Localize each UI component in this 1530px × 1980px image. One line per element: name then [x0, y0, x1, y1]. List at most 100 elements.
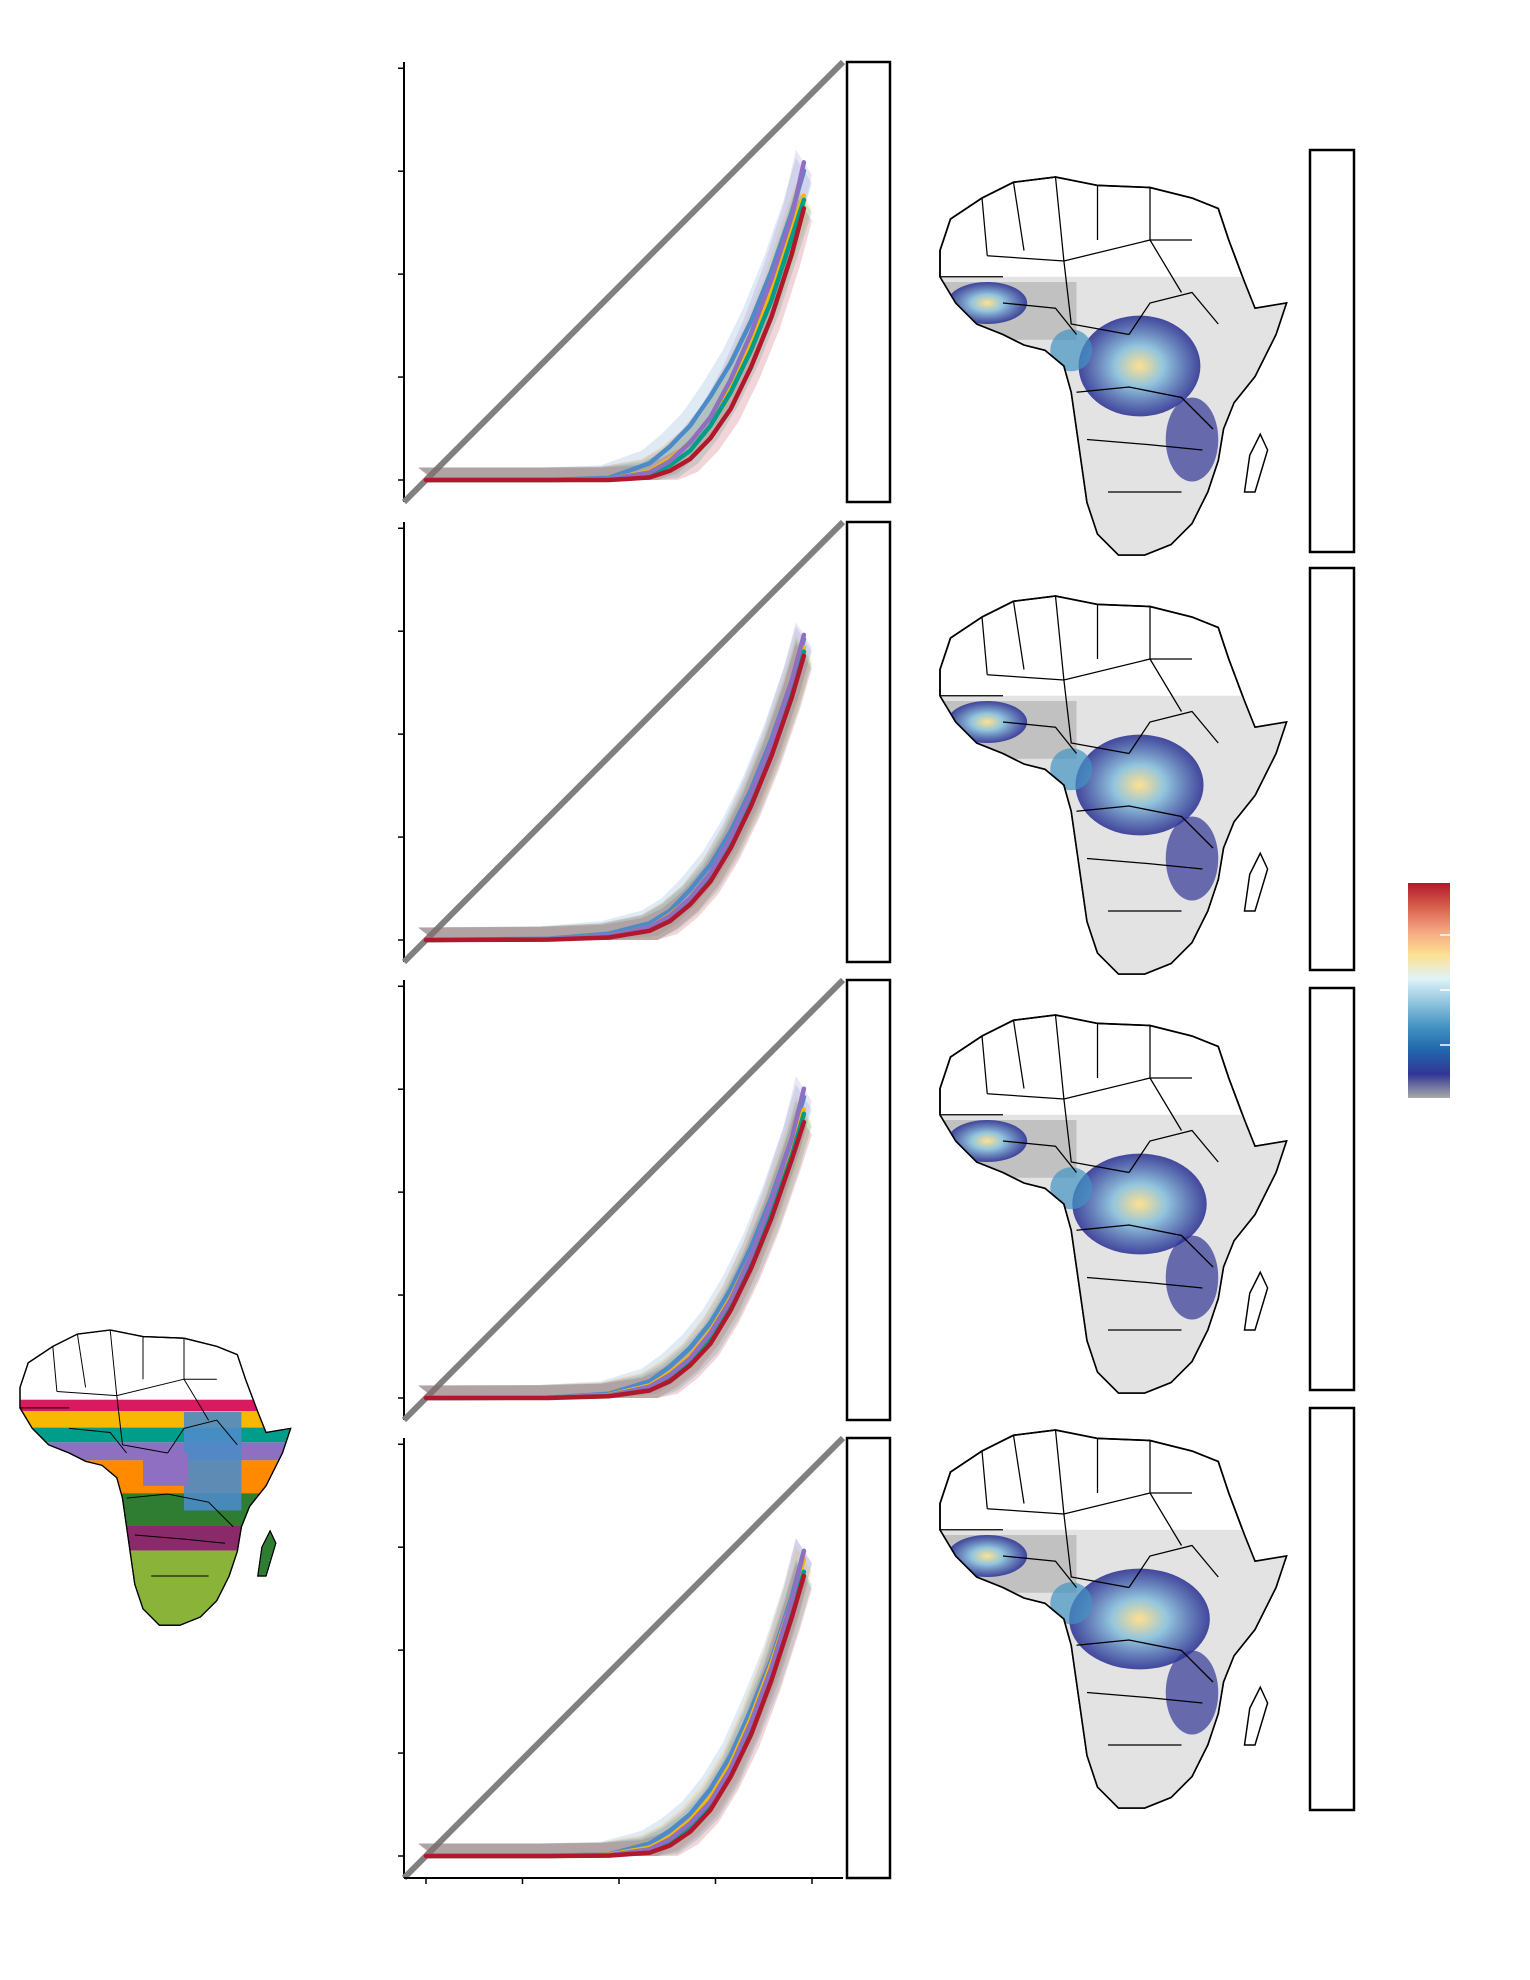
region-map — [19, 1329, 292, 1626]
risk-hotspot — [1075, 734, 1204, 836]
country-border — [109, 1329, 118, 1396]
country-border — [1076, 1639, 1214, 1683]
risk-hotspot — [1165, 1235, 1219, 1320]
series-ribbon — [418, 149, 812, 481]
country-border — [183, 1338, 217, 1380]
risk-map-2 — [939, 595, 1288, 975]
risk-hotspot — [1165, 1650, 1219, 1735]
country-border — [1128, 710, 1219, 754]
country-border — [1054, 1014, 1065, 1100]
country-border — [1002, 1555, 1077, 1588]
country-border — [1063, 260, 1130, 336]
series-ribbon — [418, 158, 812, 480]
country-border — [1149, 1077, 1183, 1131]
risk-hotspot — [1069, 1568, 1210, 1670]
series-ribbon — [418, 1546, 812, 1856]
reference-line — [401, 519, 846, 965]
country-border — [167, 1419, 238, 1454]
risk-hotspot — [1050, 748, 1093, 791]
chart-panel-3 — [398, 977, 892, 1423]
country-border — [116, 1395, 168, 1454]
risk-surface — [940, 1114, 1287, 1393]
color-legend — [1408, 883, 1450, 1098]
country-border — [69, 1427, 127, 1454]
country-border — [126, 1493, 234, 1528]
risk-map-3 — [939, 1014, 1288, 1394]
country-border — [1002, 1140, 1077, 1173]
series-line — [423, 653, 807, 943]
country-border — [1012, 601, 1025, 670]
series-ribbon — [418, 1538, 812, 1856]
country-border — [1128, 1129, 1219, 1173]
map-strip — [1308, 1406, 1356, 1812]
country-border — [1063, 1513, 1130, 1589]
risk-hotspot — [947, 1120, 1028, 1162]
country-border — [981, 616, 988, 675]
country-border — [1002, 302, 1077, 335]
region-band — [20, 1399, 291, 1412]
africa-outline — [939, 1014, 1288, 1394]
country-border — [1076, 1224, 1214, 1268]
region-band — [20, 1493, 291, 1526]
africa-outline — [939, 176, 1288, 556]
country-border — [1076, 386, 1214, 430]
country-border — [1002, 721, 1077, 754]
chart-panel-2 — [398, 519, 892, 965]
africa-outline — [939, 595, 1288, 975]
facet-strip — [845, 520, 892, 964]
country-border — [1054, 595, 1065, 681]
country-border — [1012, 182, 1025, 251]
country-border — [981, 1035, 988, 1094]
reference-line — [401, 1435, 846, 1881]
series-line — [423, 1119, 807, 1401]
region-band — [20, 1411, 291, 1428]
series-ribbon — [418, 183, 812, 480]
region-band — [20, 1427, 291, 1443]
country-border — [1149, 1492, 1183, 1546]
chart-panel-1 — [398, 59, 892, 505]
map-strip — [1308, 986, 1356, 1392]
risk-hotspot — [1050, 329, 1093, 372]
country-border — [1149, 658, 1183, 712]
country-border — [1063, 1098, 1130, 1174]
country-border — [1086, 1276, 1203, 1289]
risk-hotspot — [947, 1535, 1028, 1577]
facet-strip — [845, 60, 892, 504]
country-border — [1128, 291, 1219, 335]
risk-hotspot — [1078, 315, 1201, 417]
risk-hotspot — [1072, 1153, 1207, 1255]
region-bands — [20, 1399, 291, 1626]
country-border — [1086, 438, 1203, 451]
country-border — [1086, 857, 1203, 870]
country-border — [1076, 805, 1214, 849]
series-ribbon — [418, 187, 812, 480]
series-ribbon — [418, 1538, 812, 1856]
country-border — [1128, 1544, 1219, 1588]
country-border — [1054, 176, 1065, 262]
map-strip — [1308, 566, 1356, 972]
country-border — [1086, 1691, 1203, 1704]
risk-map-1 — [939, 176, 1288, 556]
country-border — [981, 1450, 988, 1509]
madagascar-region — [257, 1529, 277, 1577]
country-border — [134, 1534, 226, 1544]
country-border — [56, 1378, 185, 1397]
country-border — [183, 1378, 210, 1421]
country-border — [981, 197, 988, 256]
country-border — [1012, 1435, 1025, 1504]
region-band — [20, 1525, 291, 1551]
reference-line — [401, 977, 846, 1423]
risk-surface — [940, 1529, 1287, 1808]
reference-line — [401, 59, 846, 505]
facet-strip — [845, 1436, 892, 1880]
madagascar-outline — [1243, 1270, 1269, 1331]
chart-panels — [398, 59, 892, 1884]
risk-maps — [939, 148, 1356, 1812]
country-border — [1149, 239, 1183, 293]
chart-panel-4 — [398, 1435, 892, 1884]
madagascar-outline — [1243, 851, 1269, 912]
risk-hotspot — [947, 701, 1028, 743]
region-band — [143, 1453, 189, 1486]
risk-surface — [940, 276, 1287, 555]
